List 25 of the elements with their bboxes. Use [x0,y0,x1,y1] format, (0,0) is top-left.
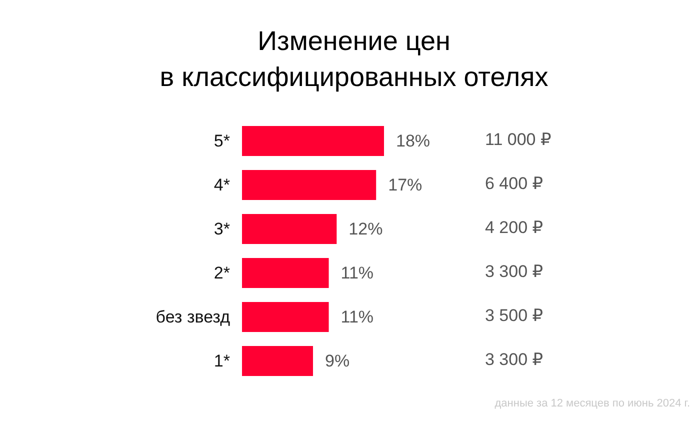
data-label: 11% [340,308,374,326]
bar [242,214,337,244]
text: 3 300 ₽ [485,262,544,281]
y-tick-label: 3* [214,220,230,238]
data-label: 11% [340,264,374,282]
y-tick-label: без звезд [156,308,230,326]
bar [242,170,376,200]
data-label: 9% [325,352,350,370]
y-tick-label: 2* [214,264,230,282]
chart-title: Изменение цен в классифицированных отелях [160,26,549,92]
text: 4 200 ₽ [485,218,544,237]
text: 3 300 ₽ [485,350,544,369]
y-tick-label: 4* [214,176,230,194]
bar [242,258,329,288]
bar [242,126,384,156]
y-tick-label: 5* [214,132,230,150]
bar [242,346,313,376]
text: 3 500 ₽ [485,306,544,325]
bar [242,302,329,332]
text: 11 000 ₽ [485,130,552,149]
y-tick-label: 1* [214,352,230,370]
data-label: 12% [348,220,383,238]
text: 6 400 ₽ [485,174,544,193]
data-label: 17% [388,176,422,194]
data-label: 18% [396,132,430,150]
